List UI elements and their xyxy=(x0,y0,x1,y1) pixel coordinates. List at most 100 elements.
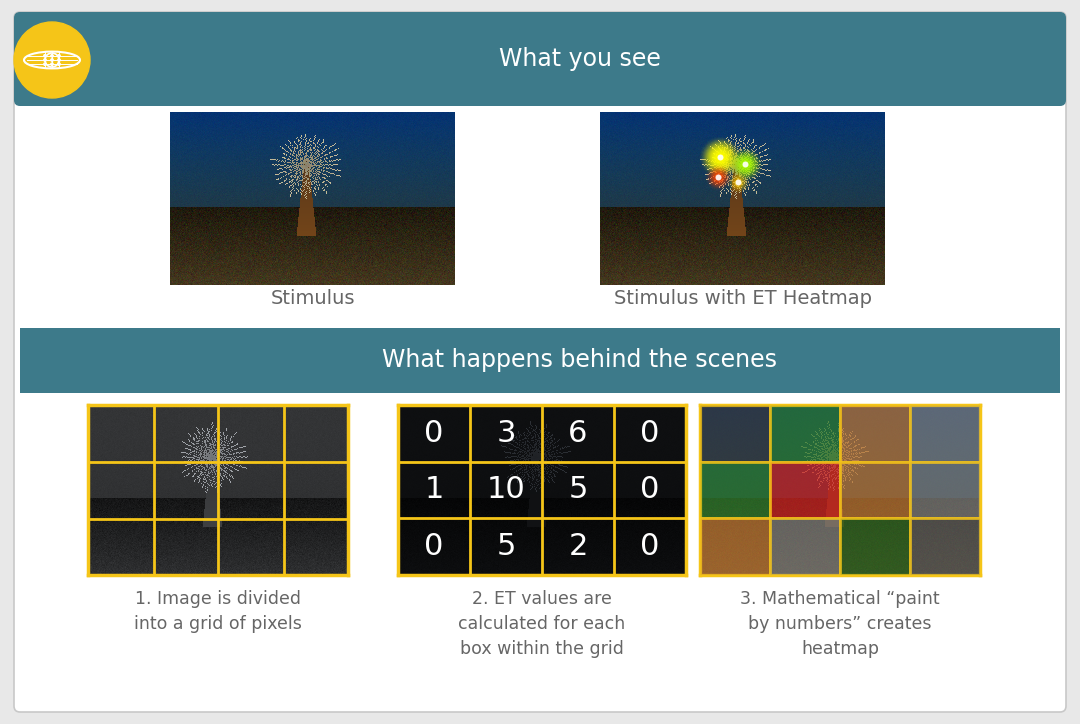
Circle shape xyxy=(734,153,756,175)
Circle shape xyxy=(738,182,740,183)
Circle shape xyxy=(704,141,737,174)
Circle shape xyxy=(731,175,745,190)
Circle shape xyxy=(707,167,729,188)
Circle shape xyxy=(732,177,744,188)
Circle shape xyxy=(711,169,727,185)
Circle shape xyxy=(743,161,748,167)
Circle shape xyxy=(51,59,53,62)
Text: 6: 6 xyxy=(568,418,588,448)
Circle shape xyxy=(702,138,740,177)
Circle shape xyxy=(702,140,739,175)
Bar xyxy=(770,405,840,462)
FancyBboxPatch shape xyxy=(14,12,1066,712)
Bar xyxy=(21,59,1059,100)
Text: 5: 5 xyxy=(497,532,515,561)
Circle shape xyxy=(44,54,46,57)
Circle shape xyxy=(735,154,756,174)
Circle shape xyxy=(708,146,732,169)
Circle shape xyxy=(58,63,60,65)
Circle shape xyxy=(708,167,729,188)
Text: 1. Image is divided
into a grid of pixels: 1. Image is divided into a grid of pixel… xyxy=(134,590,302,633)
Text: Stimulus with ET Heatmap: Stimulus with ET Heatmap xyxy=(613,288,872,308)
Circle shape xyxy=(51,63,53,65)
Circle shape xyxy=(715,153,726,162)
Circle shape xyxy=(716,153,725,161)
Circle shape xyxy=(739,158,753,172)
Text: 0: 0 xyxy=(640,532,660,561)
Circle shape xyxy=(51,54,53,57)
Circle shape xyxy=(712,148,729,167)
Circle shape xyxy=(717,177,719,179)
Circle shape xyxy=(741,159,751,169)
Circle shape xyxy=(703,140,738,174)
Circle shape xyxy=(744,164,746,166)
Circle shape xyxy=(733,153,757,177)
Bar xyxy=(840,462,910,518)
Text: What happens behind the scenes: What happens behind the scenes xyxy=(382,348,778,373)
Circle shape xyxy=(742,161,750,169)
Circle shape xyxy=(719,156,721,159)
Circle shape xyxy=(732,151,758,177)
Circle shape xyxy=(729,174,747,192)
Circle shape xyxy=(738,156,754,172)
Circle shape xyxy=(58,59,60,62)
Bar xyxy=(700,518,770,575)
Circle shape xyxy=(731,151,759,179)
Circle shape xyxy=(717,154,724,161)
Circle shape xyxy=(735,180,742,185)
Bar xyxy=(700,405,770,462)
Text: 0: 0 xyxy=(424,532,444,561)
Bar xyxy=(910,462,980,518)
Circle shape xyxy=(715,174,721,180)
Text: 0: 0 xyxy=(640,476,660,505)
Text: 0: 0 xyxy=(640,418,660,448)
Circle shape xyxy=(737,156,755,174)
Circle shape xyxy=(743,162,747,167)
Bar xyxy=(700,462,770,518)
Circle shape xyxy=(710,169,728,187)
Circle shape xyxy=(712,170,726,185)
Circle shape xyxy=(713,172,725,183)
Bar xyxy=(21,328,1059,393)
Circle shape xyxy=(718,156,723,159)
Circle shape xyxy=(714,151,728,164)
Circle shape xyxy=(734,179,743,187)
Circle shape xyxy=(714,172,724,182)
Circle shape xyxy=(730,174,746,190)
Bar xyxy=(840,518,910,575)
Circle shape xyxy=(716,175,720,180)
Bar xyxy=(770,518,840,575)
Circle shape xyxy=(715,151,727,164)
Text: 3. Mathematical “paint
by numbers” creates
heatmap: 3. Mathematical “paint by numbers” creat… xyxy=(740,590,940,658)
Bar xyxy=(910,518,980,575)
Text: 2. ET values are
calculated for each
box within the grid: 2. ET values are calculated for each box… xyxy=(458,590,625,658)
Text: 5: 5 xyxy=(568,476,588,505)
Bar xyxy=(910,405,980,462)
Circle shape xyxy=(715,174,723,182)
Text: 10: 10 xyxy=(487,476,525,505)
Circle shape xyxy=(713,149,729,166)
Circle shape xyxy=(735,180,742,185)
Circle shape xyxy=(707,145,733,170)
Circle shape xyxy=(706,166,730,190)
Circle shape xyxy=(44,63,46,65)
Circle shape xyxy=(715,174,721,180)
Circle shape xyxy=(44,59,46,62)
Circle shape xyxy=(733,177,743,188)
Text: 2: 2 xyxy=(568,532,588,561)
Circle shape xyxy=(737,180,741,185)
Circle shape xyxy=(729,172,748,193)
Bar xyxy=(840,405,910,462)
Circle shape xyxy=(730,149,760,180)
Circle shape xyxy=(705,143,735,172)
Circle shape xyxy=(743,161,748,167)
Text: Stimulus: Stimulus xyxy=(270,288,354,308)
Text: 1: 1 xyxy=(424,476,444,505)
Circle shape xyxy=(740,159,752,170)
Circle shape xyxy=(710,146,731,169)
Text: What you see: What you see xyxy=(499,47,661,71)
Circle shape xyxy=(58,54,60,57)
Text: 0: 0 xyxy=(424,418,444,448)
Circle shape xyxy=(14,22,90,98)
Bar xyxy=(770,462,840,518)
